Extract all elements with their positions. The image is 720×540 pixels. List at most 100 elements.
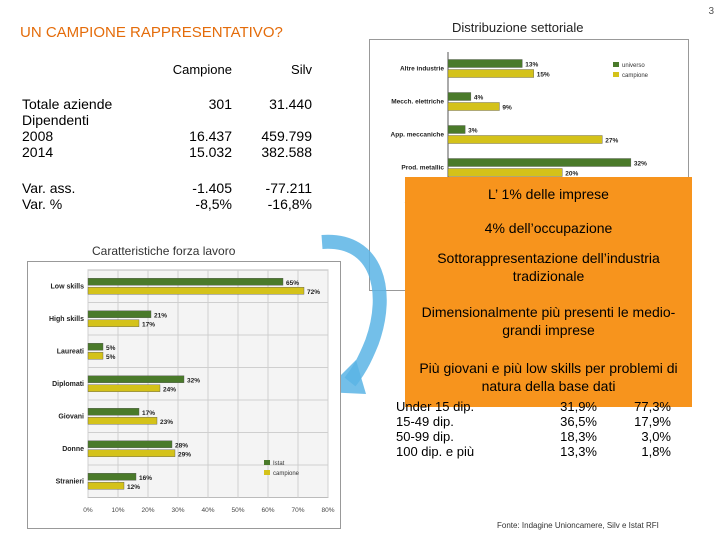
row-silv: 382.588	[261, 144, 312, 160]
size-b: 3,0%	[641, 429, 671, 444]
bar	[87, 278, 284, 286]
table-row: 2014 15.032 382.588	[22, 144, 312, 160]
data-label: 72%	[307, 289, 320, 296]
data-label: 15%	[537, 72, 550, 79]
category-label: App. meccaniche	[391, 132, 445, 139]
table-row: Var. ass. -1.405 -77.211	[22, 180, 312, 196]
row-label: 2008	[22, 128, 54, 144]
row-label: Dipendenti	[22, 112, 89, 128]
legend-swatch	[613, 72, 619, 77]
data-label: 20%	[565, 171, 578, 178]
bar	[87, 417, 158, 425]
bar	[87, 319, 140, 327]
legend-label: campione	[273, 471, 300, 477]
table-row: 50-99 dip. 18,3% 3,0%	[396, 429, 671, 444]
table-row: 2008 16.437 459.799	[22, 128, 312, 144]
bar	[87, 384, 161, 392]
bar	[87, 287, 305, 295]
data-label: 32%	[187, 377, 200, 384]
category-label: Donne	[62, 446, 84, 453]
tick-label: 30%	[171, 507, 184, 514]
stats-table: Campione Silv Totale aziende 301 31.440 Di…	[22, 60, 312, 212]
workforce-chart: 0% 10% 20% 30% 40% 50% 60% 70% 80% Low skills 65% 7…	[27, 261, 341, 529]
size-a: 13,3%	[560, 444, 597, 459]
bar	[447, 102, 500, 111]
row-label: Totale aziende	[22, 96, 113, 112]
tick-label: 60%	[261, 507, 274, 514]
tick-label: 70%	[291, 507, 304, 514]
row-campione	[160, 112, 232, 128]
size-a: 31,9%	[560, 399, 597, 414]
summary-line-5: Più giovani e più low skills per problem…	[419, 360, 678, 394]
size-a: 18,3%	[560, 429, 597, 444]
data-label: 27%	[605, 138, 618, 145]
data-label: 12%	[127, 484, 140, 491]
size-label: Under 15 dip.	[396, 399, 475, 414]
row-silv: -16,8%	[267, 196, 312, 212]
row-label: Var. ass.	[22, 180, 76, 196]
legend-label: campione	[622, 73, 649, 79]
bar	[87, 352, 104, 360]
page-title: UN CAMPIONE RAPPRESENTATIVO?	[20, 24, 283, 41]
stats-header-empty	[22, 60, 160, 80]
size-label: 50-99 dip.	[396, 429, 454, 444]
data-label: 65%	[286, 280, 299, 287]
data-label: 3%	[468, 128, 478, 135]
bar	[87, 310, 152, 318]
row-campione: -1.405	[192, 180, 232, 196]
size-b: 77,3%	[634, 399, 671, 414]
data-label: 24%	[163, 386, 176, 393]
bar	[87, 449, 176, 457]
bar	[447, 168, 563, 177]
summary-line-2: 4% dell’occupazione	[484, 220, 613, 236]
bar	[447, 92, 472, 101]
category-label: Giovani	[58, 413, 84, 420]
size-label: 100 dip. e più	[396, 444, 475, 459]
table-row: Dipendenti	[22, 112, 312, 128]
data-label: 9%	[502, 105, 512, 112]
data-label: 17%	[142, 321, 155, 328]
data-label: 5%	[106, 345, 116, 352]
bar	[87, 343, 104, 351]
sector-chart-title: Distribuzione settoriale	[452, 20, 584, 35]
size-label: 15-49 dip.	[396, 414, 454, 429]
data-label: 23%	[160, 419, 173, 426]
row-campione: 16.437	[189, 128, 232, 144]
summary-box: L’ 1% delle imprese 4% dell’occupazione …	[405, 177, 692, 407]
size-table: Under 15 dip. 31,9% 77,3% 15-49 dip. 36,5% 1…	[396, 399, 671, 459]
row-silv: 459.799	[261, 128, 312, 144]
legend-label: universo	[622, 63, 645, 69]
bar	[447, 135, 603, 144]
tick-label: 20%	[141, 507, 154, 514]
data-label: 13%	[525, 62, 538, 69]
row-label: 2014	[22, 144, 54, 160]
workforce-chart-svg: 0% 10% 20% 30% 40% 50% 60% 70% 80% Low skills 65% 7…	[49, 269, 335, 514]
data-label: 32%	[634, 161, 647, 168]
size-a: 36,5%	[560, 414, 597, 429]
table-row: 100 dip. e più 13,3% 1,8%	[396, 444, 671, 459]
tick-label: 50%	[231, 507, 244, 514]
tick-label: 80%	[321, 507, 334, 514]
summary-line-1: L’ 1% delle imprese	[488, 186, 609, 202]
data-label: 4%	[474, 95, 484, 102]
bar	[87, 473, 137, 481]
category-label: Stranieri	[56, 478, 84, 485]
category-label: High skills	[49, 316, 84, 323]
category-label: Diplomati	[52, 381, 84, 388]
bar	[447, 59, 523, 68]
row-campione: 301	[208, 96, 232, 112]
stats-header-row: Campione Silv	[22, 60, 312, 80]
source-note: Fonte: Indagine Unioncamere, Silv e Ista…	[497, 521, 659, 530]
tick-label: 0%	[83, 507, 93, 514]
table-row: 15-49 dip. 36,5% 17,9%	[396, 414, 671, 429]
row-campione: 15.032	[189, 144, 232, 160]
category-label: Low skills	[51, 283, 85, 290]
data-label: 5%	[106, 354, 116, 361]
data-label: 29%	[178, 451, 191, 458]
bar	[87, 482, 125, 490]
bar	[87, 375, 185, 383]
summary-line-3: Sottorappresentazione dell’industria tra…	[437, 250, 660, 284]
bar	[87, 408, 140, 416]
category-label: Mecch. elettriche	[391, 99, 444, 106]
row-label: Var. %	[22, 196, 63, 212]
